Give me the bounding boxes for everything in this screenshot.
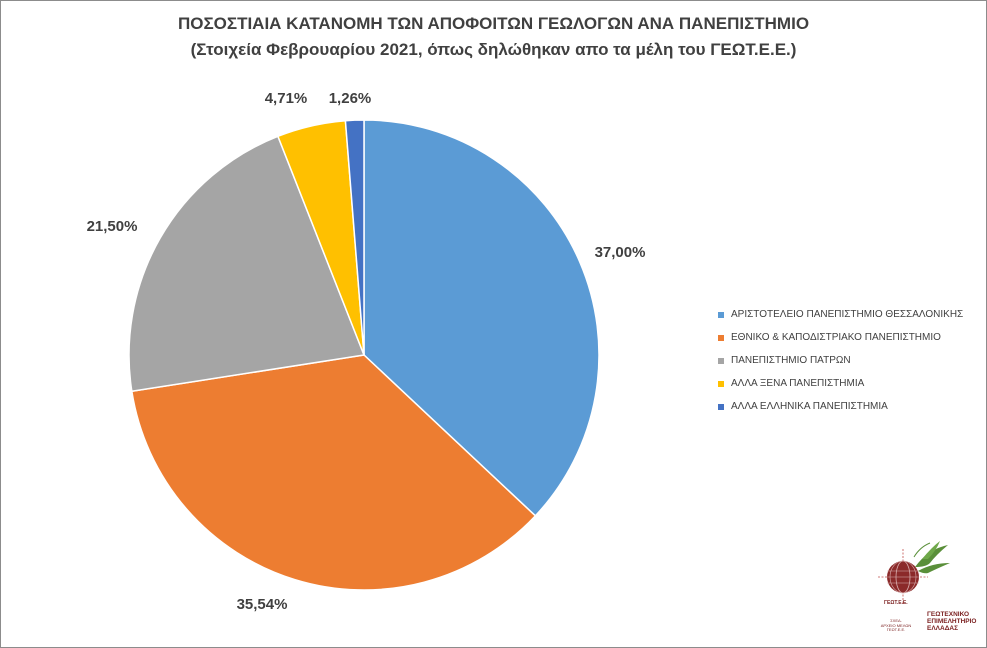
logo-caption: ΣΧΕΔ. ΑΡΧΕΙΟ ΜΕΛΩΝ ΓΕΩΤ.Ε.Ε. [880,618,912,632]
legend-item-5: ΑΛΛΑ ΕΛΛΗΝΙΚΑ ΠΑΝΕΠΙΣΤΗΜΙΑ [718,395,963,418]
chart-title: ΠΟΣΟΣΤΙΑΙΑ ΚΑΤΑΝΟΜΗ ΤΩΝ ΑΠΟΦΟΙΤΩΝ ΓΕΩΛΟΓ… [177,14,810,33]
pie-slice-2 [130,354,537,591]
legend-label: ΑΛΛΑ ΞΕΝΑ ΠΑΝΕΠΙΣΤΗΜΙΑ [731,378,865,389]
data-label-4: 4,71% [265,90,308,107]
data-label-2: 35,54% [237,596,288,613]
geotee-logo: ΓΕΩΤ.Ε.Ε. ΣΧΕΔ. ΑΡΧΕΙΟ ΜΕΛΩΝ ΓΕΩΤ.Ε.Ε. Γ… [870,537,980,637]
pie-slices [128,119,600,591]
chart-subtitle: (Στοιχεία Φεβρουαρίου 2021, όπως δηλώθηκ… [190,40,797,59]
legend-item-1: ΑΡΙΣΤΟΤΕΛΕΙΟ ΠΑΝΕΠΙΣΤΗΜΙΟ ΘΕΣΣΑΛΟΝΙΚΗΣ [718,303,963,326]
legend-label: ΕΘΝΙΚΟ & ΚΑΠΟΔΙΣΤΡΙΑΚΟ ΠΑΝΕΠΙΣΤΗΜΙΟ [731,332,941,343]
legend-label: ΠΑΝΕΠΙΣΤΗΜΙΟ ΠΑΤΡΩΝ [731,355,851,366]
pie-data-labels: 37,00% 35,54% 21,50% 4,71% 1,26% [87,90,646,613]
legend-swatch [718,311,724,318]
legend-item-4: ΑΛΛΑ ΞΕΝΑ ΠΑΝΕΠΙΣΤΗΜΙΑ [718,372,963,395]
legend-label: ΑΛΛΑ ΕΛΛΗΝΙΚΑ ΠΑΝΕΠΙΣΤΗΜΙΑ [731,401,888,412]
pie-slice-3 [128,135,366,393]
legend-swatch [718,380,724,387]
logo-organization-name: ΓΕΩΤΕΧΝΙΚΟ ΕΠΙΜΕΛΗΤΗΡΙΟ ΕΛΛΑΔΑΣ [927,611,977,632]
pie-slice-5 [344,119,365,356]
data-label-3: 21,50% [87,218,138,235]
data-label-5: 1,26% [329,90,372,107]
data-label-1: 37,00% [595,244,646,261]
legend-swatch [718,334,724,341]
chart-legend: ΑΡΙΣΤΟΤΕΛΕΙΟ ΠΑΝΕΠΙΣΤΗΜΙΟ ΘΕΣΣΑΛΟΝΙΚΗΣ ΕΘ… [718,303,963,418]
legend-swatch [718,403,724,410]
legend-label: ΑΡΙΣΤΟΤΕΛΕΙΟ ΠΑΝΕΠΙΣΤΗΜΙΟ ΘΕΣΣΑΛΟΝΙΚΗΣ [731,309,964,320]
legend-swatch [718,357,724,364]
pie-slice-1 [363,119,600,517]
geotee-emblem-icon [878,541,950,605]
logo-abbreviation: ΓΕΩΤ.Ε.Ε. [884,600,908,606]
legend-item-3: ΠΑΝΕΠΙΣΤΗΜΙΟ ΠΑΤΡΩΝ [718,349,963,372]
legend-item-2: ΕΘΝΙΚΟ & ΚΑΠΟΔΙΣΤΡΙΑΚΟ ΠΑΝΕΠΙΣΤΗΜΙΟ [718,326,963,349]
